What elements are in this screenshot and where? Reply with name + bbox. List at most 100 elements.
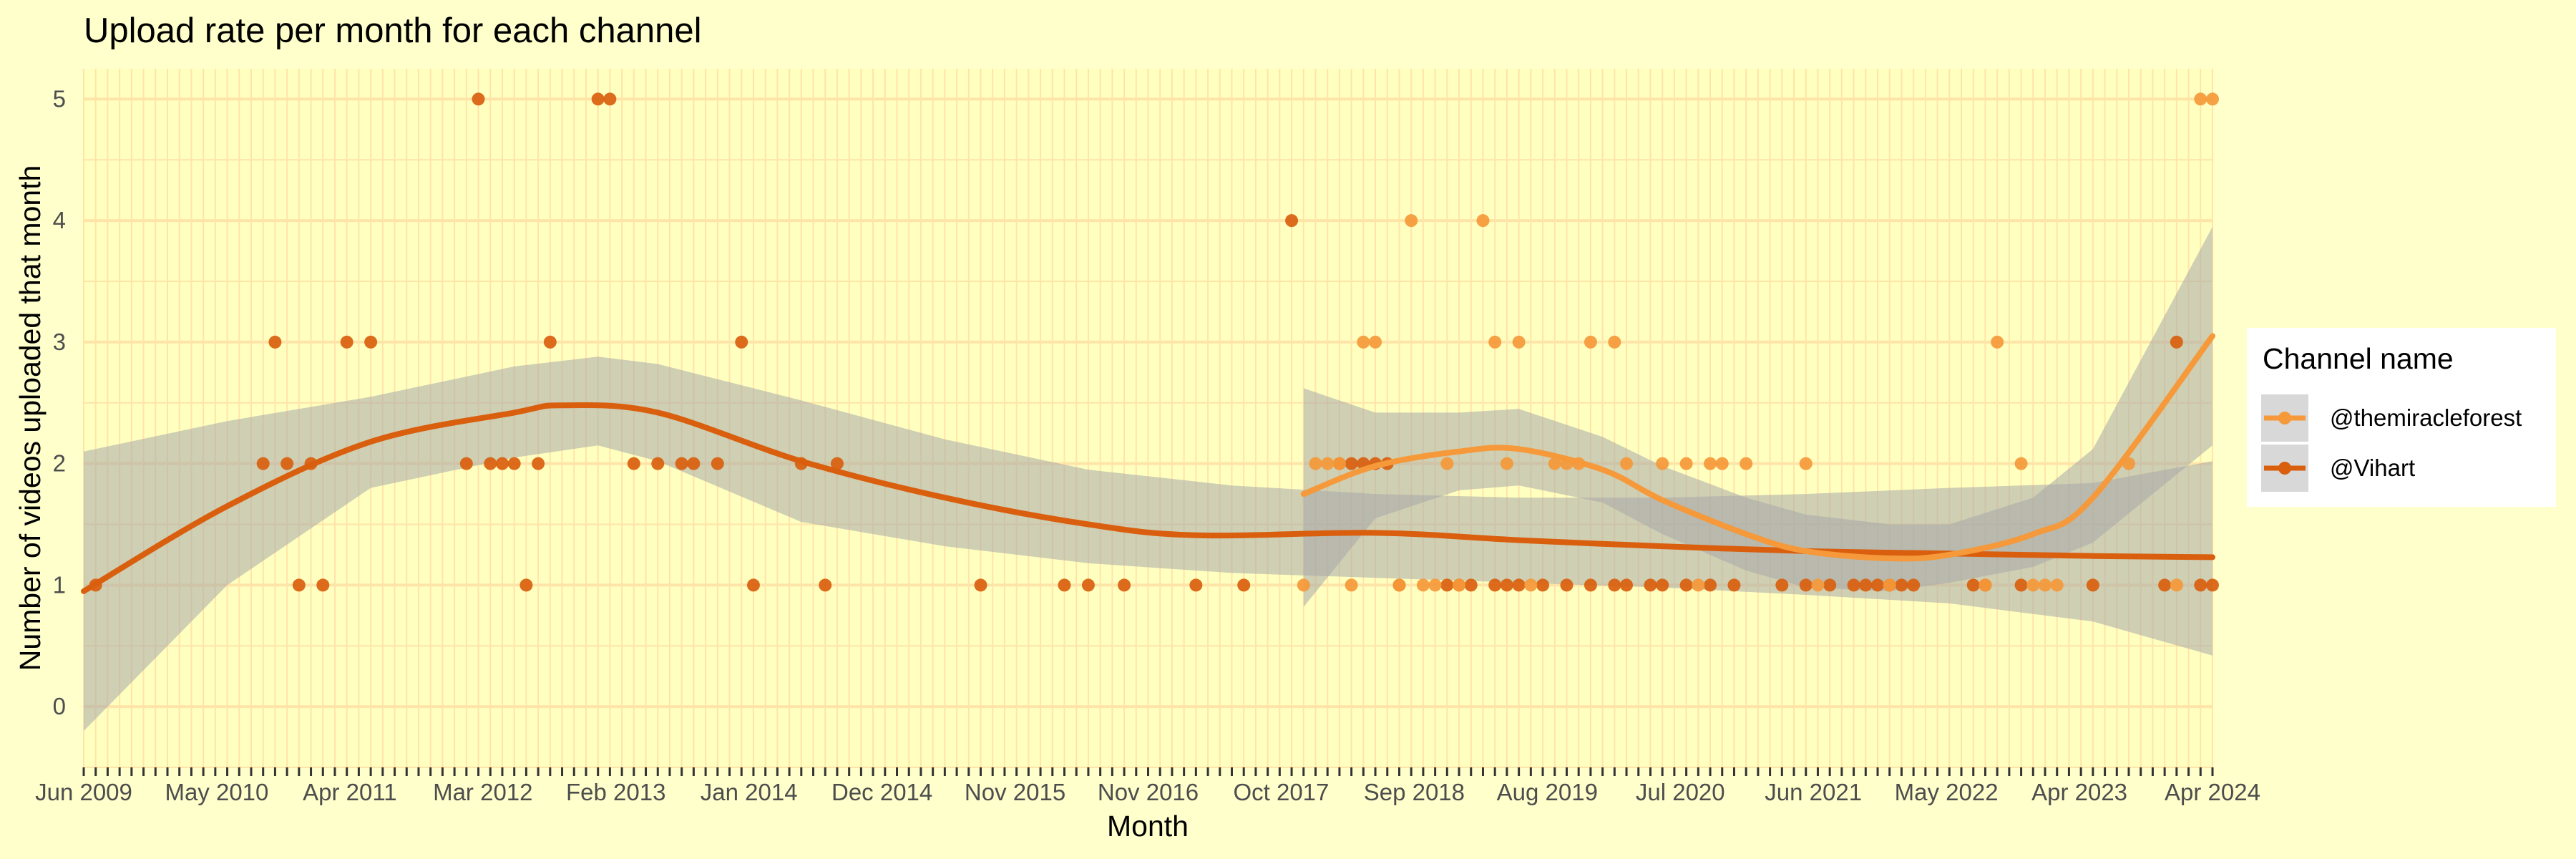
- data-point: [1440, 578, 1454, 592]
- data-point: [1704, 457, 1717, 470]
- data-point: [1811, 578, 1825, 592]
- x-tick-label: Feb 2013: [566, 779, 665, 805]
- data-point: [974, 578, 987, 592]
- data-point: [1644, 578, 1657, 592]
- data-point: [735, 335, 748, 349]
- smooth-line: [81, 402, 2215, 594]
- y-tick-label: 4: [53, 207, 66, 233]
- data-point: [1883, 578, 1896, 592]
- legend-entry-label: @themiracleforest: [2330, 404, 2522, 431]
- y-tick-label: 2: [53, 450, 66, 477]
- data-point: [2170, 335, 2183, 349]
- x-tick-label: Jan 2014: [701, 779, 798, 805]
- data-point: [2026, 578, 2040, 592]
- legend-key-point: [2278, 412, 2291, 424]
- data-point: [830, 457, 844, 470]
- data-point: [1548, 457, 1561, 470]
- data-point: [1464, 578, 1478, 592]
- chart-title: Upload rate per month for each channel: [84, 11, 701, 50]
- data-point: [1620, 457, 1634, 470]
- confidence-band: [84, 356, 2212, 732]
- data-point: [280, 457, 294, 470]
- data-point: [1405, 214, 1418, 228]
- confidence-band: [1303, 226, 2212, 607]
- y-axis-title: Number of videos uploaded that month: [14, 165, 47, 671]
- data-point: [603, 92, 617, 106]
- data-point: [1727, 578, 1741, 592]
- data-point: [2206, 92, 2219, 106]
- x-tick-label: Apr 2011: [303, 779, 396, 805]
- data-point: [1416, 578, 1430, 592]
- data-point: [1715, 457, 1729, 470]
- legend-entry-label: @Vihart: [2330, 455, 2415, 481]
- data-point: [316, 578, 330, 592]
- data-point: [1979, 578, 1992, 592]
- x-axis-title: Month: [1107, 810, 1189, 843]
- x-tick-label: Jul 2020: [1636, 779, 1725, 805]
- data-point: [1740, 457, 1753, 470]
- y-tick-label: 0: [53, 693, 66, 719]
- data-point: [1704, 578, 1717, 592]
- data-point: [819, 578, 832, 592]
- data-point: [2014, 578, 2028, 592]
- data-point: [711, 457, 724, 470]
- data-point: [1118, 578, 1131, 592]
- data-point: [687, 457, 701, 470]
- data-point: [1536, 578, 1550, 592]
- x-tick-label: Apr 2023: [2031, 779, 2127, 805]
- legend-key-point: [2278, 462, 2291, 475]
- data-point: [1991, 335, 2004, 349]
- x-tick-label: Oct 2017: [1233, 779, 1329, 805]
- data-point: [1584, 335, 1597, 349]
- data-point: [1584, 578, 1597, 592]
- data-point: [1608, 335, 1621, 349]
- confidence-bands: [84, 226, 2212, 732]
- data-point: [1189, 578, 1203, 592]
- x-tick-label: Jun 2009: [35, 779, 132, 805]
- data-point: [1907, 578, 1921, 592]
- data-point: [1560, 578, 1574, 592]
- data-point: [1799, 578, 1813, 592]
- data-point: [1512, 578, 1526, 592]
- data-point: [1345, 457, 1358, 470]
- data-point: [1081, 578, 1095, 592]
- legend-keys: @themiracleforest @Vihart: [2261, 394, 2522, 492]
- data-point: [1237, 578, 1251, 592]
- data-point: [1847, 578, 1860, 592]
- y-tick-label: 3: [53, 329, 66, 355]
- data-point: [1799, 457, 1813, 470]
- data-point: [1369, 335, 1382, 349]
- y-tick-label: 1: [53, 571, 66, 598]
- data-point: [472, 92, 485, 106]
- data-point: [2194, 578, 2207, 592]
- data-point: [268, 335, 282, 349]
- data-points: [89, 92, 2219, 592]
- x-tick-label: Aug 2019: [1497, 779, 1598, 805]
- data-point: [627, 457, 640, 470]
- x-tick-label: Jun 2021: [1765, 779, 1862, 805]
- x-axis-ticks: Jun 2009 May 2010 Apr 2011 Mar 2012 Feb 2013…: [35, 767, 2260, 805]
- data-point: [1440, 457, 1454, 470]
- data-point: [2086, 578, 2099, 592]
- data-point: [2039, 578, 2052, 592]
- data-point: [2014, 457, 2028, 470]
- data-point: [1428, 578, 1442, 592]
- data-point: [2170, 578, 2183, 592]
- data-point: [1321, 457, 1335, 470]
- data-point: [484, 457, 497, 470]
- data-point: [1966, 578, 1980, 592]
- data-point: [591, 92, 605, 106]
- smooth-line: [1300, 333, 2215, 562]
- data-point: [1476, 214, 1490, 228]
- data-point: [2050, 578, 2064, 592]
- data-point: [459, 457, 473, 470]
- data-point: [1488, 578, 1502, 592]
- data-point: [2194, 92, 2207, 106]
- data-point: [1608, 578, 1621, 592]
- data-point: [1524, 578, 1538, 592]
- data-point: [340, 335, 353, 349]
- data-point: [364, 335, 378, 349]
- data-point: [1679, 457, 1693, 470]
- data-point: [1332, 457, 1346, 470]
